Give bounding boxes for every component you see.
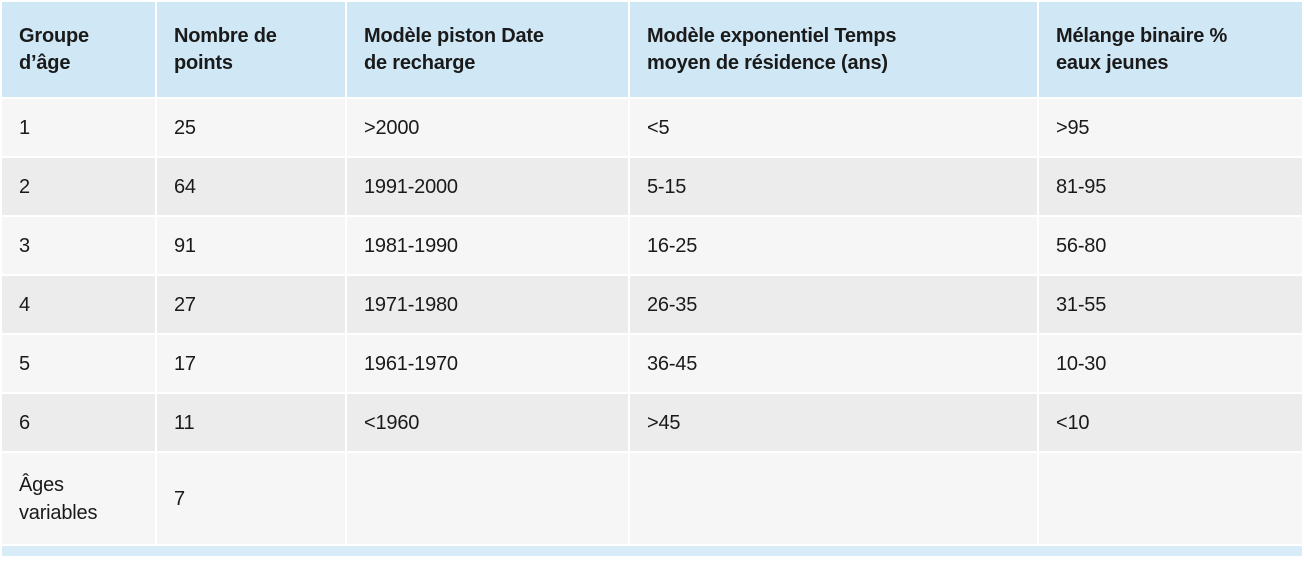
cell-melange <box>1039 453 1302 544</box>
cell-melange: >95 <box>1039 99 1302 156</box>
cell-piston: 1971-1980 <box>347 276 628 333</box>
table-row: 2 64 1991-2000 5-15 81-95 <box>2 158 1302 215</box>
cell-groupe: 4 <box>2 276 155 333</box>
cell-expo: 16-25 <box>630 217 1037 274</box>
cell-melange: 10-30 <box>1039 335 1302 392</box>
cell-groupe: 1 <box>2 99 155 156</box>
cell-groupe: Âges variables <box>2 453 155 544</box>
cell-groupe: 2 <box>2 158 155 215</box>
cell-melange: 56-80 <box>1039 217 1302 274</box>
cell-expo: 26-35 <box>630 276 1037 333</box>
cell-points: 25 <box>157 99 345 156</box>
cell-points: 11 <box>157 394 345 451</box>
cell-groupe: 6 <box>2 394 155 451</box>
footer-bar-fill <box>2 546 1302 556</box>
cell-piston: 1961-1970 <box>347 335 628 392</box>
cell-points: 64 <box>157 158 345 215</box>
table-row: 3 91 1981-1990 16-25 56-80 <box>2 217 1302 274</box>
cell-points: 7 <box>157 453 345 544</box>
cell-melange: 81-95 <box>1039 158 1302 215</box>
table-footer-bar <box>2 546 1302 556</box>
cell-piston: <1960 <box>347 394 628 451</box>
cell-piston: >2000 <box>347 99 628 156</box>
header-melange-binaire: Mélange binaire % eaux jeunes <box>1039 2 1302 97</box>
table-row: 6 11 <1960 >45 <10 <box>2 394 1302 451</box>
header-groupe-age: Groupe d’âge <box>2 2 155 97</box>
cell-groupe: 3 <box>2 217 155 274</box>
cell-expo: 36-45 <box>630 335 1037 392</box>
cell-expo: >45 <box>630 394 1037 451</box>
table-row-ages-variables: Âges variables 7 <box>2 453 1302 544</box>
table-row: 4 27 1971-1980 26-35 31-55 <box>2 276 1302 333</box>
cell-expo <box>630 453 1037 544</box>
cell-expo: <5 <box>630 99 1037 156</box>
cell-expo: 5-15 <box>630 158 1037 215</box>
table-row: 1 25 >2000 <5 >95 <box>2 99 1302 156</box>
cell-points: 91 <box>157 217 345 274</box>
header-modele-piston: Modèle piston Date de recharge <box>347 2 628 97</box>
header-modele-exponentiel: Modèle exponentiel Temps moyen de réside… <box>630 2 1037 97</box>
cell-groupe: 5 <box>2 335 155 392</box>
cell-piston: 1991-2000 <box>347 158 628 215</box>
cell-melange: <10 <box>1039 394 1302 451</box>
cell-points: 27 <box>157 276 345 333</box>
cell-melange: 31-55 <box>1039 276 1302 333</box>
table-row: 5 17 1961-1970 36-45 10-30 <box>2 335 1302 392</box>
header-nombre-points: Nombre de points <box>157 2 345 97</box>
cell-piston: 1981-1990 <box>347 217 628 274</box>
table-header-row: Groupe d’âge Nombre de points Modèle pis… <box>2 2 1302 97</box>
cell-piston <box>347 453 628 544</box>
cell-points: 17 <box>157 335 345 392</box>
